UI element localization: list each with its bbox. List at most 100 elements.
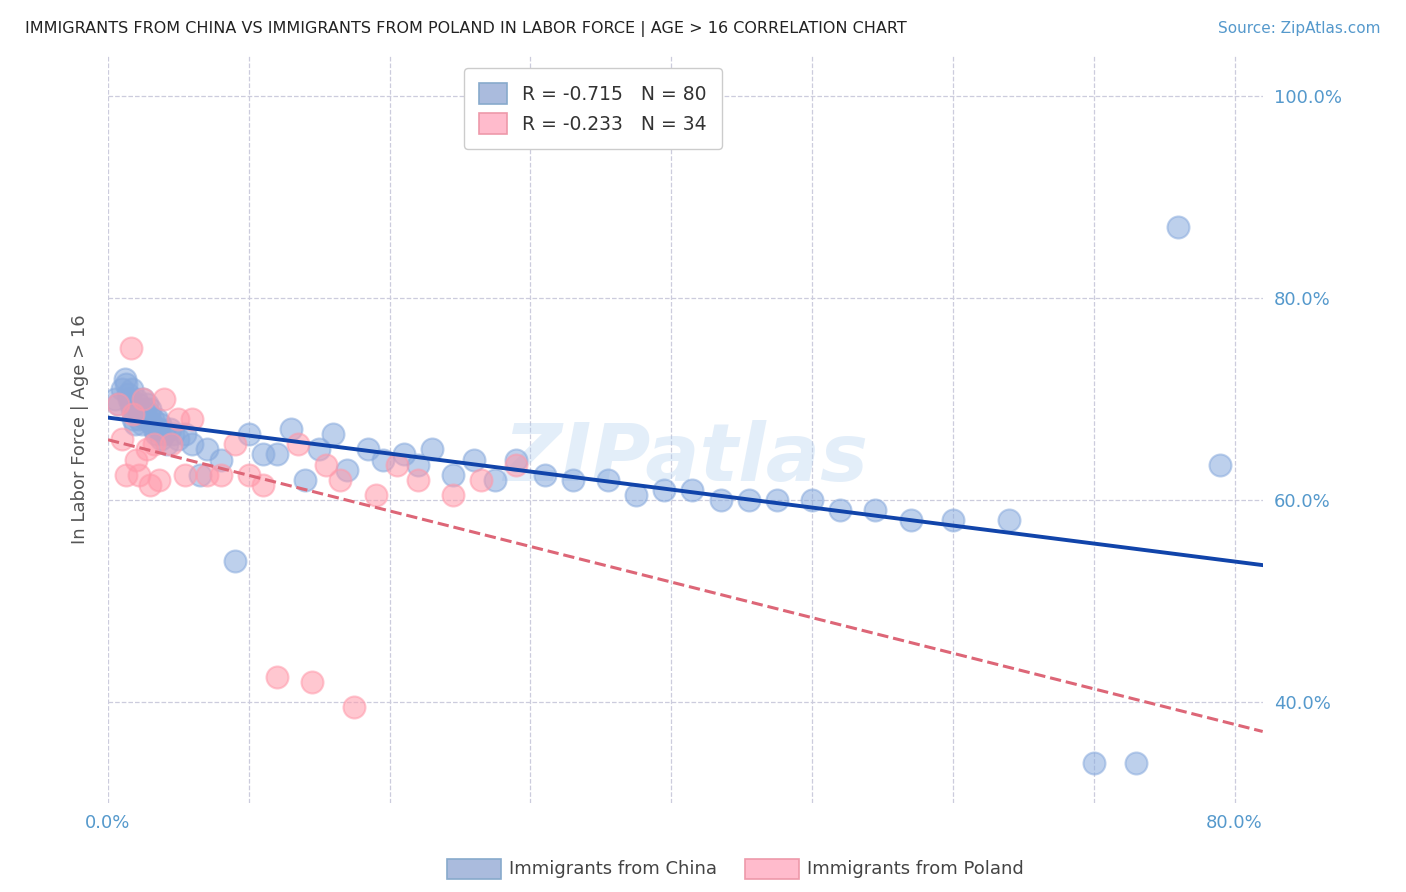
Point — [681, 483, 703, 497]
Point — [125, 452, 148, 467]
Text: IMMIGRANTS FROM CHINA VS IMMIGRANTS FROM POLAND IN LABOR FORCE | AGE > 16 CORREL: IMMIGRANTS FROM CHINA VS IMMIGRANTS FROM… — [25, 21, 907, 37]
Point — [160, 437, 183, 451]
Point — [115, 376, 138, 391]
Point — [131, 417, 153, 432]
Point — [329, 473, 352, 487]
Point — [107, 397, 129, 411]
Point — [145, 427, 167, 442]
Point — [357, 442, 380, 457]
Point — [127, 397, 149, 411]
Point — [121, 402, 143, 417]
Point — [364, 488, 387, 502]
Point — [143, 437, 166, 451]
Point — [1167, 219, 1189, 234]
Point — [1083, 756, 1105, 770]
Point — [120, 342, 142, 356]
Point — [315, 458, 337, 472]
Point — [238, 427, 260, 442]
Point — [224, 554, 246, 568]
Point — [709, 493, 731, 508]
Point — [125, 392, 148, 406]
Point — [266, 448, 288, 462]
Point — [167, 433, 190, 447]
Point — [308, 442, 330, 457]
Point — [195, 467, 218, 482]
Point — [1209, 458, 1232, 472]
Point — [153, 427, 176, 442]
Point — [406, 458, 429, 472]
Point — [148, 473, 170, 487]
Point — [371, 452, 394, 467]
Point — [195, 442, 218, 457]
Text: ZIPatlas: ZIPatlas — [503, 420, 868, 498]
Point — [336, 463, 359, 477]
Point — [111, 433, 134, 447]
Point — [801, 493, 824, 508]
Point — [181, 437, 204, 451]
Point — [287, 437, 309, 451]
Point — [143, 422, 166, 436]
Point — [104, 392, 127, 406]
Text: Immigrants from China: Immigrants from China — [509, 860, 717, 878]
Point — [766, 493, 789, 508]
Point — [181, 412, 204, 426]
Point — [441, 467, 464, 482]
Point — [150, 433, 173, 447]
Y-axis label: In Labor Force | Age > 16: In Labor Force | Age > 16 — [72, 314, 89, 544]
Point — [146, 412, 169, 426]
Point — [162, 427, 184, 442]
Point — [135, 412, 157, 426]
Point — [942, 513, 965, 527]
Point — [392, 448, 415, 462]
Point — [1125, 756, 1147, 770]
Point — [343, 700, 366, 714]
Point — [156, 437, 179, 451]
Point — [107, 397, 129, 411]
Point — [167, 412, 190, 426]
Point — [252, 448, 274, 462]
Point — [322, 427, 344, 442]
Point — [138, 407, 160, 421]
Point — [124, 417, 146, 432]
Point — [132, 392, 155, 406]
Point — [114, 372, 136, 386]
Point — [652, 483, 675, 497]
Point — [420, 442, 443, 457]
Point — [122, 412, 145, 426]
Point — [470, 473, 492, 487]
Point — [125, 407, 148, 421]
Point — [252, 478, 274, 492]
Point — [134, 402, 156, 417]
Point — [463, 452, 485, 467]
Point — [174, 467, 197, 482]
Point — [128, 467, 150, 482]
Point — [441, 488, 464, 502]
Point — [148, 422, 170, 436]
Point — [294, 473, 316, 487]
Text: Immigrants from Poland: Immigrants from Poland — [807, 860, 1024, 878]
Point — [132, 392, 155, 406]
Point — [998, 513, 1021, 527]
Point — [128, 412, 150, 426]
Point — [561, 473, 583, 487]
Point — [188, 467, 211, 482]
Point — [174, 427, 197, 442]
Point — [505, 452, 527, 467]
Point — [624, 488, 647, 502]
Point — [128, 402, 150, 417]
Point — [280, 422, 302, 436]
Point — [533, 467, 555, 482]
Point — [121, 382, 143, 396]
Point — [900, 513, 922, 527]
Point — [149, 417, 172, 432]
Point — [596, 473, 619, 487]
Point — [159, 422, 181, 436]
Point — [115, 467, 138, 482]
Point — [136, 442, 159, 457]
Point — [117, 387, 139, 401]
Point — [153, 392, 176, 406]
Point — [224, 437, 246, 451]
Point — [484, 473, 506, 487]
Point — [136, 397, 159, 411]
Point — [406, 473, 429, 487]
